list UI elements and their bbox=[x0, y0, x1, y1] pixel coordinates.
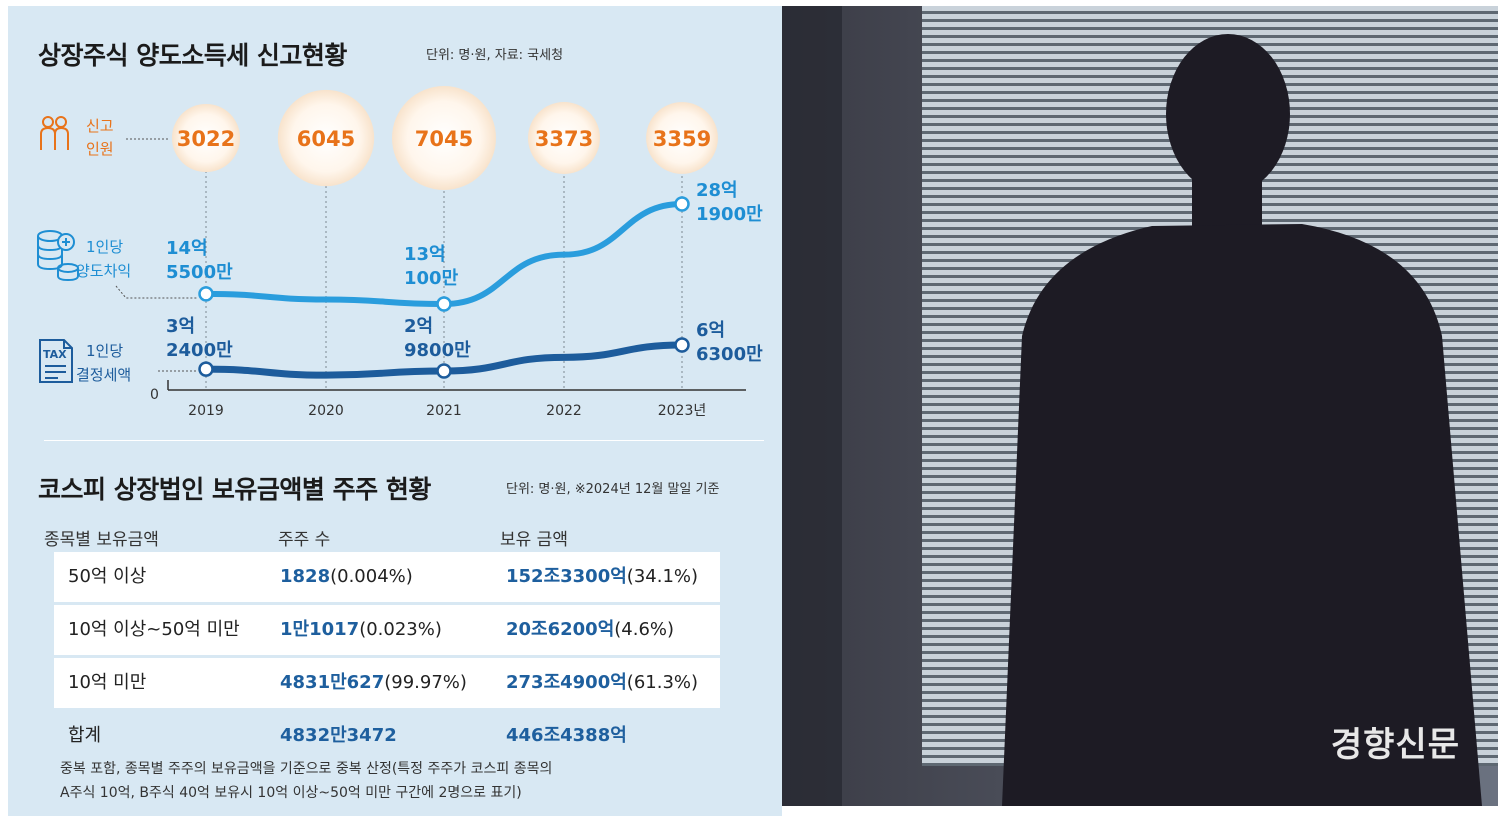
amount-percent: (61.3%) bbox=[626, 672, 699, 693]
data-point bbox=[198, 361, 214, 377]
x-tick-label: 2020 bbox=[308, 403, 344, 419]
count-bubble-label: 3373 bbox=[535, 127, 593, 151]
series-points bbox=[198, 196, 690, 379]
count-value: 1만1017 bbox=[280, 619, 360, 640]
total-count: 4832만3472 bbox=[280, 711, 397, 761]
data-label: 6억 bbox=[696, 320, 725, 341]
count-bubble bbox=[171, 103, 241, 173]
header-amount: 보유 금액 bbox=[500, 530, 568, 550]
x-tick-label: 2019 bbox=[188, 403, 224, 419]
people-icon bbox=[40, 116, 69, 150]
data-label: 9800만 bbox=[404, 340, 471, 361]
cell-count: 1828(0.004%) bbox=[280, 552, 413, 602]
count-bubble bbox=[528, 102, 600, 174]
data-label: 3억 bbox=[166, 316, 195, 337]
cell-category: 10억 미만 bbox=[68, 672, 147, 693]
data-label: 2400만 bbox=[166, 340, 233, 361]
data-label: 6300만 bbox=[696, 344, 763, 365]
total-amount-value: 446조4388억 bbox=[506, 725, 627, 746]
data-labels: 14억 5500만 13억 100만 28억 1900만 3억 2400만 2억 9800만 6억 6… bbox=[166, 180, 763, 365]
count-bubbles: 3022 6045 7045 3373 3359 bbox=[171, 86, 718, 190]
table-row: 10억 이상~50억 미만 1만1017(0.023%) 20조6200억(4.… bbox=[54, 605, 720, 655]
data-point bbox=[436, 296, 452, 312]
data-label: 100만 bbox=[404, 268, 459, 289]
zero-label: 0 bbox=[150, 387, 159, 403]
count-bubble-label: 7045 bbox=[415, 127, 473, 151]
holdings-table: 50억 이상 1828(0.004%) 152조3300억(34.1%) 10억… bbox=[54, 552, 720, 764]
chart1-unit: 단위: 명·원, 자료: 국세청 bbox=[426, 48, 564, 63]
data-label: 1900만 bbox=[696, 204, 763, 225]
count-value: 1828 bbox=[280, 566, 331, 587]
x-tick-label: 2022 bbox=[546, 403, 582, 419]
cell-amount: 152조3300억(34.1%) bbox=[506, 552, 698, 602]
count-bubble-label: 6045 bbox=[297, 127, 355, 151]
x-tick-labels: 2019 2020 2021 2022 2023년 bbox=[188, 403, 706, 419]
row-label-gain-2: 양도차익 bbox=[76, 262, 131, 280]
data-point bbox=[436, 363, 452, 379]
coins-icon bbox=[37, 230, 79, 282]
cell-category: 50억 이상 bbox=[68, 566, 147, 587]
infographic: 상장주식 양도소득세 신고현황 단위: 명·원, 자료: 국세청 bbox=[8, 6, 782, 816]
footnote-line-1: 중복 포함, 종목별 주주의 보유금액을 기준으로 중복 산정(특정 주주가 코… bbox=[60, 761, 553, 777]
line-chart: TAX 신고 인원 1인당 양도차익 1인당 결정세액 3022 6045 7045… bbox=[37, 86, 763, 419]
count-bubble bbox=[277, 89, 375, 187]
watermark: 경향신문 bbox=[1330, 725, 1460, 765]
data-label: 2억 bbox=[404, 316, 433, 337]
table-row: 10억 미만 4831만627(99.97%) 273조4900억(61.3%) bbox=[54, 658, 720, 708]
table-total-row: 합계 4832만3472 446조4388억 bbox=[54, 711, 720, 761]
total-amount: 446조4388억 bbox=[506, 711, 627, 761]
count-bubble bbox=[392, 86, 496, 190]
svg-text:TAX: TAX bbox=[43, 348, 67, 361]
footnote-line-2: A주식 10억, B주식 40억 보유시 10억 이상~50억 미만 구간에 2… bbox=[60, 785, 522, 801]
amount-percent: (4.6%) bbox=[614, 619, 675, 640]
count-percent: (99.97%) bbox=[384, 672, 467, 693]
cell-category: 10억 이상~50억 미만 bbox=[68, 619, 240, 640]
row-label-gain-1: 1인당 bbox=[86, 238, 123, 256]
table-row: 50억 이상 1828(0.004%) 152조3300억(34.1%) bbox=[54, 552, 720, 602]
header-category: 종목별 보유금액 bbox=[44, 530, 159, 550]
person-silhouette bbox=[1002, 34, 1482, 806]
row-label-count-1: 신고 bbox=[86, 117, 114, 135]
chart2-title: 코스피 상장법인 보유금액별 주주 현황 bbox=[38, 475, 431, 504]
count-percent: (0.004%) bbox=[330, 566, 413, 587]
chart1-title: 상장주식 양도소득세 신고현황 bbox=[38, 41, 347, 70]
x-tick-label: 2021 bbox=[426, 403, 462, 419]
data-label: 13억 bbox=[404, 244, 446, 265]
data-label: 28억 bbox=[696, 180, 738, 201]
news-photo: 경향신문 bbox=[782, 6, 1498, 806]
data-point bbox=[198, 286, 214, 302]
count-bubble-label: 3359 bbox=[653, 127, 711, 151]
total-count-value: 4832만3472 bbox=[280, 725, 397, 746]
data-label: 14억 bbox=[166, 238, 208, 259]
cell-amount: 20조6200억(4.6%) bbox=[506, 605, 674, 655]
header-count: 주주 수 bbox=[278, 530, 331, 550]
amount-percent: (34.1%) bbox=[626, 566, 699, 587]
amount-value: 20조6200억 bbox=[506, 619, 615, 640]
section-divider bbox=[44, 440, 764, 441]
leader-line-gain bbox=[115, 285, 198, 299]
count-bubble-label: 3022 bbox=[177, 127, 235, 151]
row-label-count-2: 인원 bbox=[86, 140, 114, 158]
amount-value: 273조4900억 bbox=[506, 672, 627, 693]
row-label-tax-2: 결정세액 bbox=[76, 366, 131, 384]
tax-document-icon: TAX bbox=[39, 339, 73, 383]
count-bubble bbox=[646, 102, 718, 174]
cell-amount: 273조4900억(61.3%) bbox=[506, 658, 698, 708]
count-value: 4831만627 bbox=[280, 672, 385, 693]
count-percent: (0.023%) bbox=[359, 619, 442, 640]
data-point bbox=[674, 337, 690, 353]
data-point bbox=[674, 196, 690, 212]
data-label: 5500만 bbox=[166, 262, 233, 283]
cell-count: 1만1017(0.023%) bbox=[280, 605, 442, 655]
photo-illustration bbox=[782, 6, 1498, 806]
row-label-tax-1: 1인당 bbox=[86, 342, 123, 360]
chart2-unit: 단위: 명·원, ※2024년 12월 말일 기준 bbox=[506, 482, 720, 497]
amount-value: 152조3300억 bbox=[506, 566, 627, 587]
x-tick-label: 2023년 bbox=[658, 403, 707, 419]
total-label: 합계 bbox=[68, 725, 102, 746]
cell-count: 4831만627(99.97%) bbox=[280, 658, 467, 708]
